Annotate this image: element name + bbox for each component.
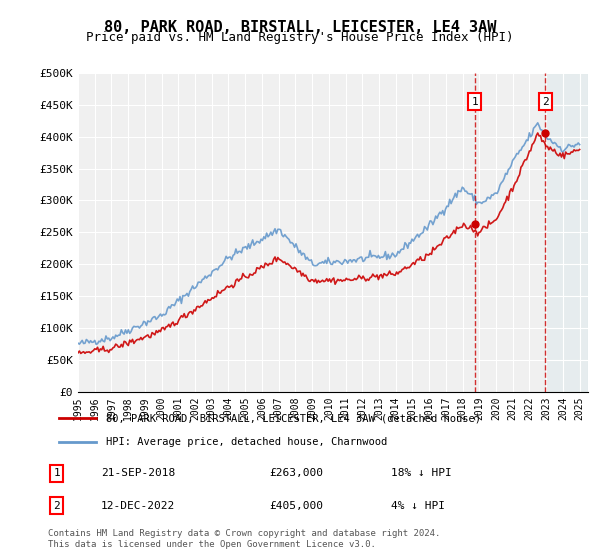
Text: 2: 2 [53, 501, 60, 511]
Text: Price paid vs. HM Land Registry's House Price Index (HPI): Price paid vs. HM Land Registry's House … [86, 31, 514, 44]
Text: 1: 1 [471, 96, 478, 106]
Text: 80, PARK ROAD, BIRSTALL, LEICESTER, LE4 3AW (detached house): 80, PARK ROAD, BIRSTALL, LEICESTER, LE4 … [106, 413, 481, 423]
Text: HPI: Average price, detached house, Charnwood: HPI: Average price, detached house, Char… [106, 436, 388, 446]
Text: £263,000: £263,000 [270, 468, 324, 478]
Text: Contains HM Land Registry data © Crown copyright and database right 2024.
This d: Contains HM Land Registry data © Crown c… [48, 529, 440, 549]
Text: £405,000: £405,000 [270, 501, 324, 511]
Text: 80, PARK ROAD, BIRSTALL, LEICESTER, LE4 3AW: 80, PARK ROAD, BIRSTALL, LEICESTER, LE4 … [104, 20, 496, 35]
Text: 18% ↓ HPI: 18% ↓ HPI [391, 468, 452, 478]
Text: 12-DEC-2022: 12-DEC-2022 [101, 501, 175, 511]
Bar [545, 73, 588, 392]
Text: 2: 2 [542, 96, 549, 106]
Text: 4% ↓ HPI: 4% ↓ HPI [391, 501, 445, 511]
Text: 21-SEP-2018: 21-SEP-2018 [101, 468, 175, 478]
Text: 1: 1 [53, 468, 60, 478]
